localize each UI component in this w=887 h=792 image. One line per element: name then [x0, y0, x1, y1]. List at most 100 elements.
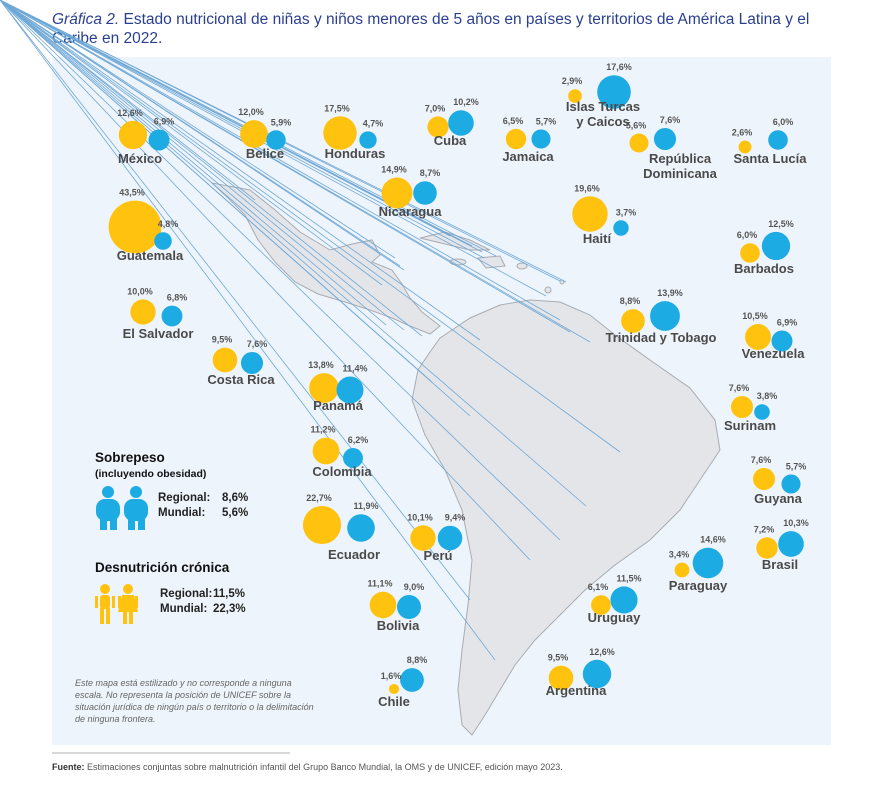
country-name: Jamaica	[502, 149, 554, 164]
stunting-label: 22,7%	[306, 493, 332, 503]
overweight-label: 7,6%	[247, 339, 268, 349]
leader-line	[0, 0, 471, 601]
source-label: Fuente:	[52, 762, 85, 772]
stunting-label: 6,1%	[588, 582, 609, 592]
stunting-bubble	[369, 591, 397, 619]
overweight-bubble	[653, 127, 677, 151]
leader-line	[0, 0, 396, 259]
country-name: Nicaragua	[379, 204, 443, 219]
overweight-label: 6,2%	[348, 435, 369, 445]
source: Fuente: Estimaciones conjuntas sobre mal…	[52, 762, 563, 772]
stunting-label: 9,5%	[212, 335, 233, 345]
leader-line	[0, 0, 387, 326]
country-name: México	[118, 151, 162, 166]
leader-line	[0, 0, 481, 341]
overweight-bubble	[400, 668, 424, 692]
leader-line	[0, 0, 383, 286]
overweight-label: 11,5%	[616, 573, 641, 583]
stunting-bubble	[381, 177, 413, 209]
stunting-icon	[95, 584, 138, 624]
stunting-label: 7,2%	[754, 524, 775, 534]
legend-title: Sobrepeso	[95, 450, 165, 465]
overweight-label: 10,3%	[783, 518, 809, 528]
stunting-bubble	[505, 128, 527, 150]
overweight-bubble	[778, 531, 804, 557]
country-name: Costa Rica	[207, 372, 275, 387]
stunting-bubble	[621, 309, 645, 333]
country-name: Perú	[424, 548, 453, 563]
stunting-label: 9,5%	[548, 653, 569, 663]
overweight-bubble	[692, 547, 724, 579]
stunting-bubble	[302, 505, 342, 545]
overweight-bubble	[754, 404, 770, 420]
overweight-label: 6,9%	[777, 317, 798, 327]
overweight-bubble	[266, 130, 286, 150]
country-name: Dominicana	[643, 166, 717, 181]
stunting-bubble	[108, 200, 162, 254]
overweight-bubble	[761, 231, 791, 261]
legend-world-value: 22,3%	[213, 603, 246, 615]
legend-world-value: 5,6%	[222, 507, 248, 519]
stunting-label: 3,4%	[669, 550, 690, 560]
stunting-bubble	[312, 437, 340, 465]
stunting-bubble	[118, 120, 148, 150]
leader-line	[0, 0, 496, 661]
leader-line	[0, 0, 561, 321]
stunting-label: 12,0%	[238, 107, 264, 117]
stunting-bubble	[212, 347, 238, 373]
overweight-label: 3,8%	[757, 391, 778, 401]
overweight-label: 13,9%	[657, 288, 683, 298]
overweight-label: 12,6%	[589, 647, 615, 657]
overweight-bubble	[240, 351, 264, 375]
overweight-label: 6,9%	[154, 116, 175, 126]
overweight-bubble	[161, 305, 183, 327]
legend-world-label: Mundial:	[158, 507, 205, 519]
country-name: Islas Turcas	[566, 99, 640, 114]
legend-regional-value: 11,5%	[213, 588, 245, 600]
overweight-label: 12,5%	[768, 219, 794, 229]
stunting-bubble	[738, 140, 752, 154]
leader-line	[0, 0, 571, 333]
stunting-bubble	[674, 562, 690, 578]
leader-line	[0, 0, 531, 561]
country-name: y Caicos	[576, 114, 629, 129]
overweight-label: 4,7%	[363, 118, 384, 128]
country-name: El Salvador	[123, 326, 194, 341]
overweight-bubble	[413, 181, 437, 205]
stunting-label: 14,9%	[381, 165, 407, 175]
overweight-bubble	[336, 376, 364, 404]
country-name: Guatemala	[117, 248, 184, 263]
stunting-label: 2,9%	[562, 76, 583, 86]
stunting-label: 8,8%	[620, 296, 641, 306]
bubbles: 12,6% 6,9% México 12,0% 5,9% Belice 17,5% 4,7% H…	[108, 62, 809, 709]
country-name: Uruguay	[588, 610, 642, 625]
overweight-bubble	[531, 129, 551, 149]
overweight-bubble	[448, 110, 474, 136]
country-name: Panamá	[313, 398, 364, 413]
country-name: Guyana	[754, 491, 802, 506]
stunting-bubble	[410, 525, 436, 551]
overweight-label: 7,6%	[660, 115, 681, 125]
stunting-label: 19,6%	[574, 183, 600, 193]
stunting-label: 12,6%	[117, 108, 143, 118]
country-name: Barbados	[734, 261, 794, 276]
legend-title: Desnutrición crónica	[95, 560, 230, 575]
overweight-label: 3,7%	[616, 207, 637, 217]
legend-regional-label: Regional:	[158, 492, 210, 504]
map-note: Este mapa está estilizado y no correspon…	[75, 678, 314, 724]
overweight-label: 11,4%	[342, 363, 367, 373]
overweight-label: 14,6%	[700, 535, 726, 545]
stunting-bubble	[572, 196, 608, 232]
stunting-bubble	[323, 116, 357, 150]
stunting-label: 11,2%	[310, 425, 335, 435]
leader-line	[0, 0, 483, 253]
legend-regional-label: Regional:	[160, 588, 212, 600]
stunting-label: 13,8%	[308, 360, 334, 370]
country-name: Venezuela	[742, 346, 806, 361]
overweight-label: 6,8%	[167, 293, 188, 303]
overweight-bubble	[613, 220, 629, 236]
country-name: Cuba	[434, 133, 467, 148]
stunting-label: 7,6%	[729, 383, 750, 393]
stunting-label: 10,0%	[127, 286, 153, 296]
leader-line	[0, 0, 423, 337]
